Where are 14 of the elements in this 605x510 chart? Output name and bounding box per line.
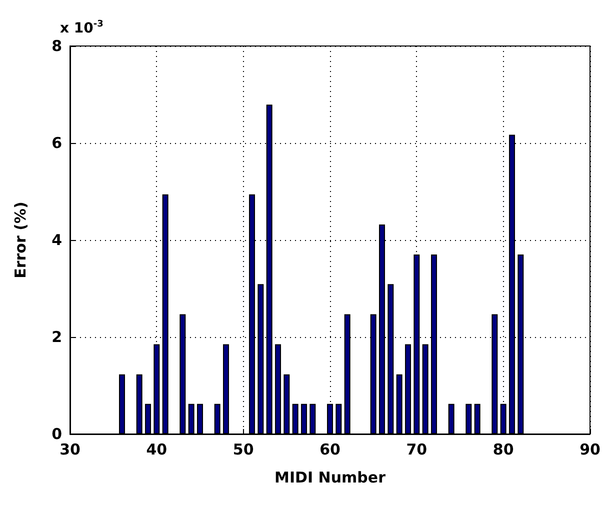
x-tick-label: 60: [320, 440, 340, 458]
x-tick-label: 40: [146, 440, 168, 458]
x-axis-title: MIDI Number: [274, 468, 386, 486]
y-tick-label: 8: [52, 37, 62, 55]
y-tick-label: 0: [52, 425, 62, 443]
y-tick-label: 4: [52, 231, 62, 249]
x-tick-label: 30: [60, 440, 80, 458]
x-tick-label: 70: [406, 440, 428, 458]
x-tick-label: 80: [492, 440, 514, 458]
x-tick-label: 90: [580, 440, 600, 458]
y-axis-title: Error (%): [12, 202, 30, 278]
y-tick-label: 2: [52, 328, 62, 346]
x-tick-label: 50: [232, 440, 254, 458]
y-tick-label: 6: [52, 134, 62, 152]
